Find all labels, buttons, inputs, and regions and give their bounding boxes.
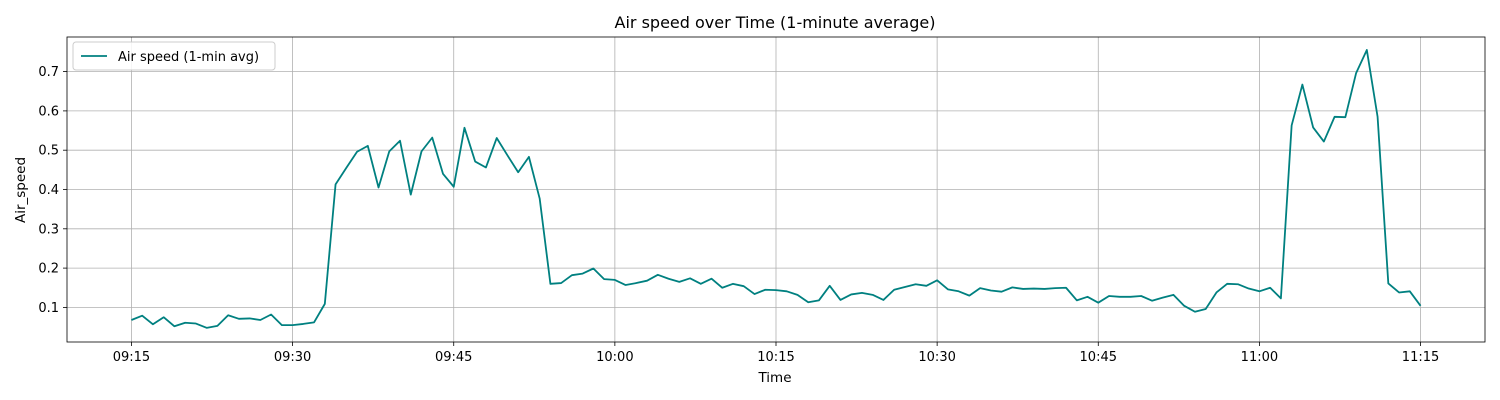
- legend-label: Air speed (1-min avg): [118, 50, 259, 65]
- chart-title: Air speed over Time (1-minute average): [615, 13, 936, 32]
- y-axis-label: Air_speed: [13, 157, 29, 223]
- x-axis-label: Time: [757, 370, 791, 386]
- y-tick-label: 0.6: [38, 104, 59, 119]
- y-tick-label: 0.1: [38, 301, 59, 316]
- x-tick-label: 10:30: [918, 350, 955, 365]
- legend-box: [72, 41, 276, 71]
- y-axis-ticks: 0.1 0.2 0.3 0.4 0.5 0.6 0.7: [38, 65, 67, 316]
- grid: [67, 37, 1485, 342]
- x-tick-label: 11:15: [1402, 350, 1439, 365]
- y-tick-label: 0.2: [38, 262, 59, 277]
- y-tick-label: 0.7: [38, 65, 59, 80]
- x-tick-label: 10:45: [1080, 350, 1117, 365]
- y-tick-label: 0.5: [38, 144, 59, 159]
- y-tick-label: 0.3: [38, 222, 59, 237]
- x-tick-label: 10:15: [757, 350, 794, 365]
- x-axis-ticks: 09:15 09:30 09:45 10:00 10:15 10:30 10:45 11:00…: [113, 342, 1439, 365]
- legend: Air speed (1-min avg): [72, 41, 276, 71]
- x-tick-label: 11:00: [1241, 350, 1278, 365]
- x-tick-label: 09:15: [113, 350, 150, 365]
- series-line-air-speed: [131, 49, 1422, 329]
- x-tick-label: 09:30: [274, 350, 311, 365]
- series-layer: [131, 49, 1422, 329]
- x-tick-label: 09:45: [435, 350, 472, 365]
- x-tick-label: 10:00: [596, 350, 633, 365]
- y-tick-label: 0.4: [38, 183, 59, 198]
